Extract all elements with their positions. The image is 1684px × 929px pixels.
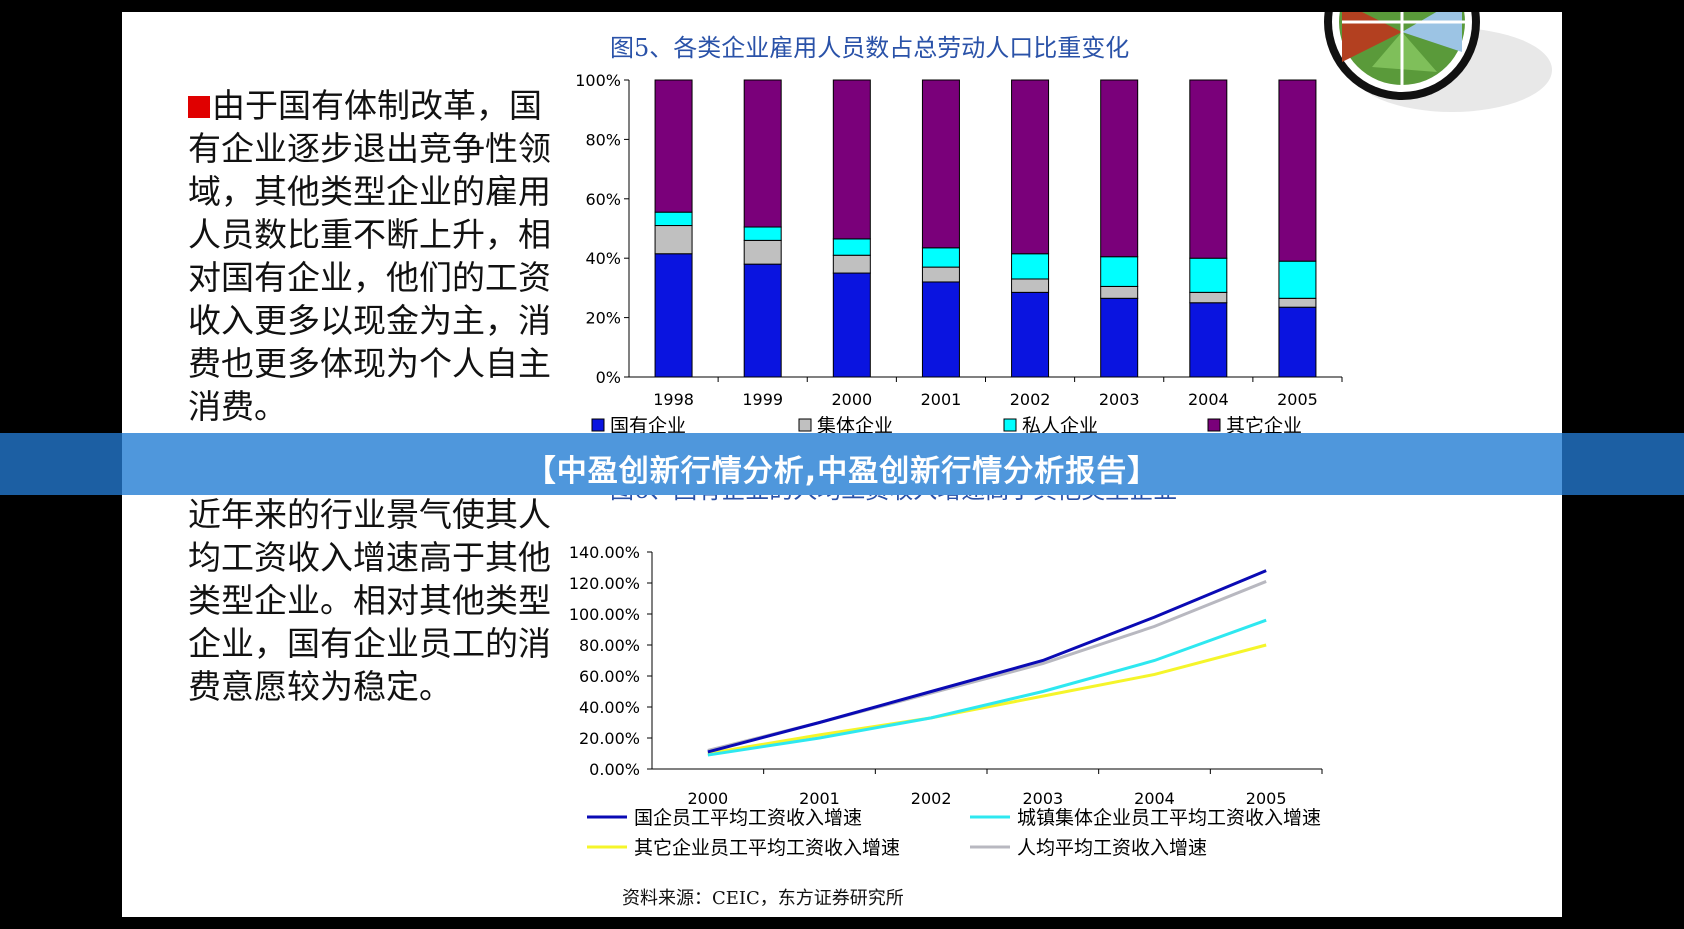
x-tick-label: 1999 <box>742 390 783 409</box>
legend-swatch <box>1207 418 1221 432</box>
y-tick-label: 100% <box>575 71 621 90</box>
legend-swatch <box>591 418 605 432</box>
y-tick-label: 40.00% <box>579 698 640 717</box>
x-tick-label: 2001 <box>799 789 840 808</box>
bar-segment <box>832 79 871 240</box>
corner-logo-image <box>1324 12 1552 112</box>
title-banner-highlight <box>122 433 1562 495</box>
y-tick-label: 0% <box>596 368 621 387</box>
bar-segment <box>1278 260 1317 299</box>
y-tick-label: 60% <box>585 190 621 209</box>
bar-segment <box>1278 306 1317 378</box>
banner-title: 【中盈创新行情分析,中盈创新行情分析报告】 <box>525 454 1159 489</box>
legend-label: 集体企业 <box>817 415 893 437</box>
bar-segment <box>921 281 960 378</box>
x-tick-label: 2002 <box>911 789 952 808</box>
legend-swatch <box>798 418 812 432</box>
bar-segment <box>743 79 782 228</box>
x-tick-label: 2005 <box>1277 390 1318 409</box>
text-paragraph-1: 由于国有体制改革，国有企业逐步退出竞争性领域，其他类型企业的雇用人员数比重不断上… <box>188 84 568 428</box>
legend-label: 其它企业员工平均工资收入增速 <box>634 837 900 859</box>
y-tick-label: 80.00% <box>579 636 640 655</box>
x-tick-label: 2003 <box>1022 789 1063 808</box>
bar-segment <box>832 272 871 378</box>
y-tick-label: 80% <box>585 130 621 149</box>
source-note: 资料来源：CEIC，东方证券研究所 <box>622 888 904 909</box>
line-chart: 0.00% 20.00% 40.00% 60.00% 80.00% 100.00% 120.… <box>569 543 1323 859</box>
y-tick-label: 0.00% <box>589 760 640 779</box>
y-tick-label: 140.00% <box>569 543 640 562</box>
x-tick-label: 2000 <box>687 789 728 808</box>
series-line <box>707 643 1267 755</box>
legend-label: 城镇集体企业员工平均工资收入增速 <box>1017 807 1321 829</box>
bar-segment <box>1100 79 1139 258</box>
paragraph-1-text: 由于国有体制改革，国有企业逐步退出竞争性领域，其他类型企业的雇用人员数比重不断上… <box>188 86 551 426</box>
bar-segment <box>1011 79 1050 255</box>
x-tick-label: 2004 <box>1188 390 1229 409</box>
bar-segment <box>654 225 693 255</box>
legend-label: 私人企业 <box>1022 415 1098 437</box>
legend-label: 国有企业 <box>610 415 686 437</box>
red-square-bullet-icon <box>188 96 210 118</box>
x-tick-label: 2002 <box>1010 390 1051 409</box>
bar-segment <box>921 79 960 249</box>
legend-label: 国企员工平均工资收入增速 <box>634 807 862 829</box>
bar-segment <box>1011 253 1050 280</box>
y-tick-label: 60.00% <box>579 667 640 686</box>
x-tick-label: 2001 <box>921 390 962 409</box>
bar-segment <box>1189 302 1228 378</box>
legend-swatch <box>1003 418 1017 432</box>
chart-1-title: 图5、各类企业雇用人员数占总劳动人口比重变化 <box>610 34 1130 62</box>
bar-segment <box>1189 79 1228 259</box>
y-tick-label: 120.00% <box>569 574 640 593</box>
x-tick-label: 1998 <box>653 390 694 409</box>
y-tick-label: 100.00% <box>569 605 640 624</box>
bar-segment <box>1278 79 1317 262</box>
series-line <box>707 618 1267 757</box>
stacked-bar-chart: 0% 20% 40% 60% 80% 100% 1998 1999 2000 2001 2002 20… <box>575 71 1343 437</box>
x-tick-label: 2000 <box>831 390 872 409</box>
y-tick-label: 40% <box>585 249 621 268</box>
x-tick-label: 2003 <box>1099 390 1140 409</box>
bar-segment <box>654 253 693 378</box>
x-tick-label: 2004 <box>1134 789 1175 808</box>
x-tick-label: 2005 <box>1246 789 1287 808</box>
bar-segment <box>1100 297 1139 378</box>
series-line <box>707 569 1267 754</box>
legend-label: 其它企业 <box>1226 415 1302 437</box>
bar-segment <box>654 79 693 213</box>
y-tick-label: 20% <box>585 309 621 328</box>
title-banner: 【中盈创新行情分析,中盈创新行情分析报告】 <box>0 433 1684 495</box>
bar-segment <box>1011 291 1050 378</box>
y-tick-label: 20.00% <box>579 729 640 748</box>
legend-label: 人均平均工资收入增速 <box>1017 837 1207 859</box>
